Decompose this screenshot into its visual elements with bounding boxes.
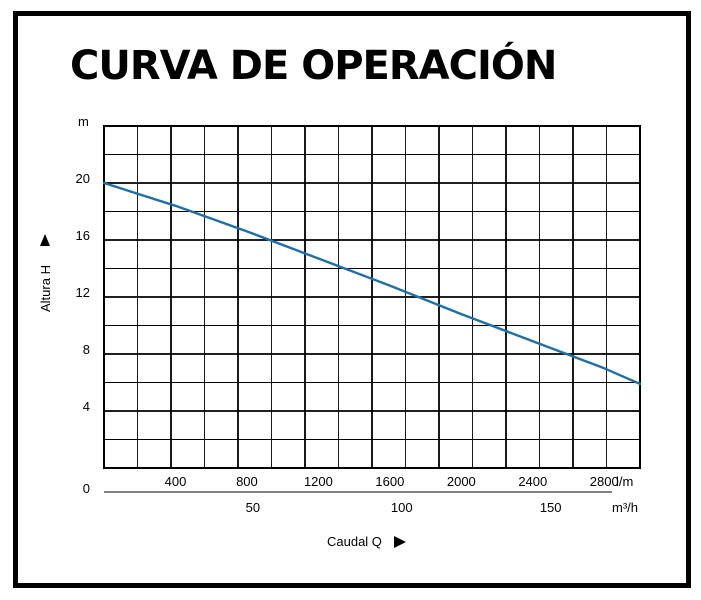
x-tick-label-lm: 2400 — [518, 474, 547, 489]
y-tick-label: 0 — [83, 481, 90, 496]
x-tick-label-lm: 400 — [165, 474, 187, 489]
x-tick-label-m3h: 150 — [540, 500, 562, 515]
x-unit-label-lm: l/m — [616, 474, 633, 489]
chart-title: CURVA DE OPERACIÓN — [70, 43, 557, 89]
y-unit-label: m — [78, 114, 89, 129]
x-unit-label-m3h: m³/h — [612, 500, 638, 515]
x-tick-label-lm: 1600 — [375, 474, 404, 489]
plot-border — [103, 125, 641, 469]
tick-labels: 0 4 8 12 16 20 400 800 1200 1600 2000 2400 2800 50 100… — [76, 171, 619, 515]
axis-labels: m l/m m³/h Altura H Caudal Q — [38, 114, 638, 549]
x-tick-label-m3h: 100 — [391, 500, 413, 515]
chart-grid — [103, 125, 641, 493]
x-tick-label-lm: 1200 — [304, 474, 333, 489]
y-tick-label: 8 — [83, 342, 90, 357]
y-axis-label: Altura H — [38, 265, 53, 312]
y-tick-label: 12 — [76, 285, 90, 300]
series-group — [102, 181, 642, 386]
x-tick-label-lm: 800 — [236, 474, 258, 489]
x-axis-arrow — [394, 536, 406, 548]
x-tick-label-m3h: 50 — [246, 500, 260, 515]
y-tick-label: 4 — [83, 399, 90, 414]
y-tick-label: 20 — [76, 171, 90, 186]
x-axis-label: Caudal Q — [327, 534, 382, 549]
x-tick-label-lm: 2000 — [447, 474, 476, 489]
y-axis-arrow — [40, 234, 50, 246]
y-tick-label: 16 — [76, 228, 90, 243]
series-line — [102, 181, 642, 386]
x-tick-label-lm: 2800 — [590, 474, 619, 489]
